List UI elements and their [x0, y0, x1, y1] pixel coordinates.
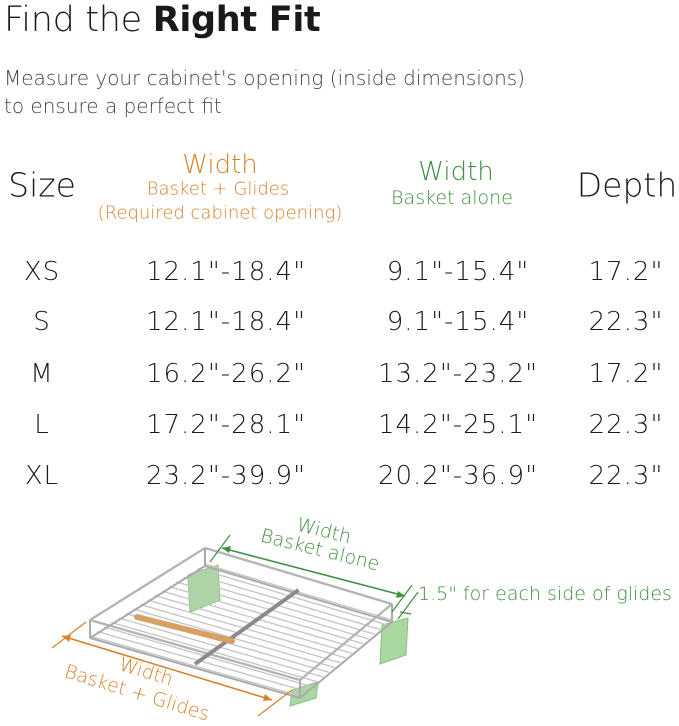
cell-size: S [33, 307, 51, 337]
cell-width-basket: 13.2"-23.2" [377, 359, 539, 389]
cell-width-total: 17.2"-28.1" [145, 410, 307, 440]
header-size: Size [8, 165, 76, 205]
title-bold: Right Fit [152, 0, 321, 40]
arrow-head-icon [396, 591, 405, 598]
cell-size: XS [23, 257, 61, 287]
cell-width-total: 12.1"-18.4" [145, 257, 307, 287]
basket-frame-bottom [89, 565, 206, 639]
cell-width-basket: 14.2"-25.1" [377, 410, 539, 440]
cell-depth: 22.3" [588, 461, 664, 491]
cell-depth: 17.2" [588, 257, 664, 287]
left-glide [187, 564, 221, 613]
basket-width-line [221, 547, 406, 597]
basket-slat [89, 635, 301, 697]
cell-depth: 22.3" [588, 307, 664, 337]
basket-frame-top [89, 618, 301, 682]
basket-frame-bottom [89, 637, 301, 699]
cell-size: L [34, 410, 50, 440]
header-width-basket-line1: Basket alone [391, 187, 513, 209]
cell-size: M [30, 359, 54, 389]
total-width-dimension [51, 621, 293, 716]
basket-frame-bottom [204, 565, 393, 623]
cell-size: XL [24, 461, 60, 491]
cell-width-basket: 9.1"-15.4" [386, 257, 530, 287]
basket-frame-top [89, 546, 206, 622]
extension-line [391, 584, 413, 613]
header-width-basket: Width [418, 157, 494, 187]
cell-width-basket: 20.2"-36.9" [377, 461, 539, 491]
cell-depth: 22.3" [588, 410, 664, 440]
arrow-head-icon [222, 546, 231, 553]
basket-frame-bottom [299, 621, 393, 699]
basket-illustration [89, 546, 409, 707]
extension-line [209, 534, 231, 563]
header-width-total: Width [182, 150, 258, 180]
glide-width-line [399, 611, 412, 615]
extension-line [397, 591, 419, 620]
extension-line [51, 621, 87, 649]
title-prefix: Find the [4, 0, 153, 40]
basket-frame-top [299, 603, 393, 681]
arrow-head-icon [62, 635, 71, 642]
subtitle-line-1: Measure your cabinet's opening (inside d… [4, 66, 525, 90]
cell-width-total: 16.2"-26.2" [145, 359, 307, 389]
wooden-handle [134, 614, 235, 644]
header-depth: Depth [576, 165, 678, 205]
extension-line [257, 689, 293, 716]
center-bar [193, 588, 300, 666]
glide-note: 1.5" for each side of glides [418, 583, 672, 605]
subtitle-line-2: to ensure a perfect fit [4, 94, 222, 118]
cell-width-basket: 9.1"-15.4" [386, 307, 530, 337]
cell-depth: 17.2" [588, 359, 664, 389]
cell-width-total: 23.2"-39.9" [145, 461, 307, 491]
header-width-total-line1: Basket + Glides [146, 178, 290, 200]
cell-width-total: 12.1"-18.4" [145, 307, 307, 337]
right-glide [379, 617, 409, 665]
basket-frame-top [204, 546, 393, 606]
total-width-line [61, 635, 273, 701]
page-title: Find the Right Fit [4, 0, 321, 40]
arrow-head-icon [263, 694, 272, 701]
header-width-total-line2: (Required cabinet opening) [97, 202, 343, 224]
basket-width-dimension [209, 534, 419, 620]
